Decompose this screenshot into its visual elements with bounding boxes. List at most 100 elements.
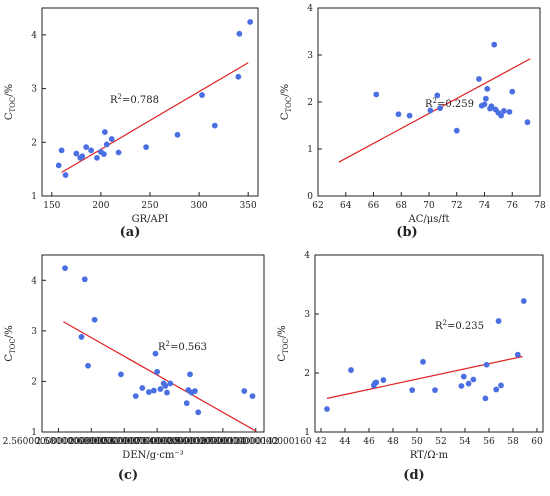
data-point [524,119,531,126]
y-tick-label: 1 [307,145,313,155]
data-point [100,151,107,158]
data-point [192,388,198,394]
data-point [94,154,100,161]
x-tick-label: 72 [451,201,462,211]
data-point [249,393,256,399]
data-point [139,385,146,391]
x-tick-label: 44 [339,437,351,447]
y-tick-label: 0 [307,192,313,202]
x-tick-label: 62 [312,201,323,211]
y-tick-label: 1 [31,192,37,202]
x-tick-label: 76 [507,201,519,211]
data-point [520,298,527,304]
r-squared-annotation: R2=0.563 [158,340,207,353]
y-tick-label: 2 [31,138,37,148]
x-tick-label: 68 [396,201,408,211]
data-point [162,383,169,389]
x-axis-label: DEN/g·cm⁻³ [122,450,183,461]
data-point [152,350,159,357]
data-point [79,153,86,160]
data-point [81,276,88,283]
x-tick-label: 48 [387,437,399,447]
x-axis-label: GR/API [132,214,169,225]
x-tick-label: 50 [411,437,423,447]
x-tick-label: 56 [483,437,495,447]
data-point [103,141,110,148]
x-tick-label: 64 [340,201,352,211]
trend-line [326,355,523,399]
data-point [434,92,441,99]
data-point [143,144,149,151]
data-point [453,127,460,134]
data-point [247,19,254,25]
data-point [150,387,157,394]
x-tick-label: 2.580000000000000071 [36,437,148,447]
data-point [145,389,152,395]
x-tick-label: 300 [190,201,207,211]
data-point [83,144,90,151]
data-point [211,122,218,129]
data-point [324,406,330,412]
data-point [484,85,491,92]
x-tick-label: 74 [479,201,491,211]
y-tick-label: 4 [31,31,37,41]
data-point [55,162,62,169]
data-point [199,92,205,98]
x-tick-label: 350 [240,201,257,211]
panel-label: (d) [403,468,424,483]
data-point [132,393,139,399]
x-tick-label: 70 [423,201,435,211]
trend-line [338,58,531,163]
data-point [498,112,505,119]
y-tick-label: 2 [31,377,37,387]
data-point [458,383,465,389]
panel-label: (a) [120,225,141,240]
data-point [62,265,68,272]
panel-label: (c) [118,468,138,483]
data-point [514,351,521,358]
x-axis-label: RT/Ω·m [410,450,449,461]
data-point [235,73,242,80]
data-point [395,111,402,118]
data-point [476,76,482,82]
x-tick-label: 250 [141,201,158,211]
data-point [195,409,202,416]
data-point [470,376,477,383]
x-tick-label: 2.660000000000000142 [167,437,279,447]
data-point [483,361,490,368]
y-axis-label: CTOC/% [277,325,290,361]
data-point [506,108,513,115]
data-point [493,386,500,393]
y-axis-label: CTOC/% [280,84,293,120]
data-point [58,147,65,154]
y-tick-label: 1 [31,428,37,438]
panel-label: (b) [396,225,417,240]
data-point [85,362,91,369]
data-point [167,380,174,387]
plot-frame [41,254,265,433]
data-point [118,371,124,378]
data-point [495,318,502,324]
data-point [406,112,413,119]
x-tick-label: 78 [534,201,546,211]
x-axis-label: AC/μs/ft [408,214,450,225]
data-point [488,103,495,110]
data-point [482,95,489,102]
data-point [491,41,498,48]
y-tick-label: 2 [307,98,313,108]
data-point [420,358,426,365]
x-tick-label: 46 [363,437,375,447]
y-tick-label: 4 [307,4,313,14]
data-point [154,368,161,375]
data-point [465,380,472,387]
y-tick-label: 2 [304,369,310,379]
data-point [91,316,98,323]
data-point [373,91,380,98]
y-tick-label: 3 [31,327,37,337]
trend-line [61,62,249,173]
x-tick-label: 66 [368,201,380,211]
data-point [380,377,387,383]
y-axis-label: CTOC/% [4,84,17,120]
